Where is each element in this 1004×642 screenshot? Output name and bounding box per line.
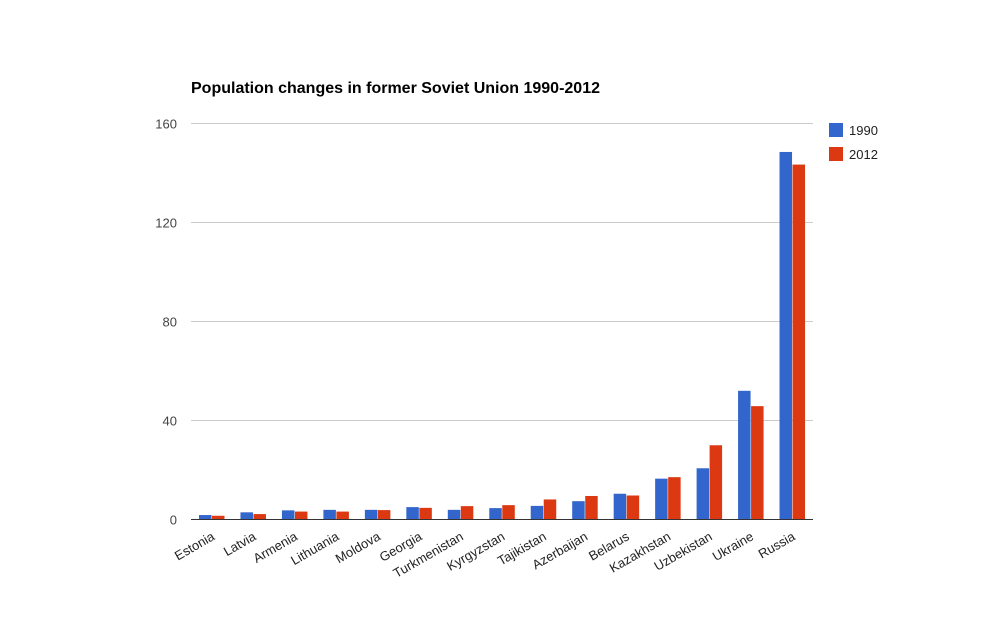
bar-1990-lithuania [323, 509, 336, 519]
bar-1990-azerbaijan [572, 501, 585, 519]
bar-1990-belarus [613, 493, 627, 519]
x-tick-label: Russia [756, 528, 799, 561]
x-tick-label: Moldova [333, 528, 384, 566]
bar-2012-kazakhstan [668, 477, 681, 519]
bar-1990-uzbekistan [696, 468, 710, 519]
x-tick-label: Lithuania [288, 528, 342, 568]
bar-1990-moldova [364, 509, 378, 519]
gridlines [191, 123, 813, 421]
bar-2012-moldova [377, 510, 391, 519]
bar-2012-tajikistan [543, 499, 557, 519]
bars [199, 151, 806, 519]
bar-2012-russia [792, 164, 806, 519]
bar-2012-armenia [294, 511, 308, 519]
bar-1990-ukraine [738, 390, 751, 519]
y-tick-label: 120 [155, 216, 177, 231]
x-tick-label: Estonia [172, 528, 218, 563]
x-tick-label: Ukraine [710, 529, 756, 564]
bar-1990-georgia [406, 507, 419, 519]
y-axis-ticks: 0 40 80 120 160 [155, 117, 177, 528]
legend: 1990 2012 [829, 123, 878, 162]
bar-1990-tajikistan [530, 505, 544, 519]
bar-1990-kazakhstan [655, 478, 668, 519]
chart-title: Population changes in former Soviet Unio… [191, 80, 600, 97]
bar-2012-kyrgyzstan [502, 505, 515, 519]
bar-2012-belarus [626, 495, 640, 519]
bar-1990-armenia [281, 510, 295, 519]
legend-label-2012: 2012 [849, 147, 878, 162]
bar-2012-latvia [253, 514, 266, 519]
bar-2012-uzbekistan [709, 445, 723, 519]
legend-swatch-2012 [829, 147, 843, 161]
bar-1990-latvia [240, 512, 253, 519]
bar-2012-estonia [212, 515, 225, 519]
bar-1990-russia [779, 151, 793, 519]
bar-1990-kyrgyzstan [489, 508, 502, 519]
y-tick-label: 80 [163, 315, 177, 330]
x-axis-tick-labels: Estonia LatviaArmeniaLithuaniaMoldovaGeor… [172, 528, 798, 581]
bar-2012-lithuania [336, 511, 349, 519]
legend-swatch-1990 [829, 123, 843, 137]
y-tick-label: 160 [155, 117, 177, 132]
bar-2012-ukraine [751, 406, 764, 519]
y-tick-label: 0 [170, 513, 177, 528]
bar-2012-georgia [419, 507, 432, 519]
bar-2012-turkmenistan [460, 506, 474, 519]
legend-label-1990: 1990 [849, 123, 878, 138]
bar-1990-turkmenistan [447, 509, 461, 519]
bar-2012-azerbaijan [585, 495, 598, 519]
y-tick-label: 40 [163, 414, 177, 429]
bar-1990-estonia [199, 515, 212, 519]
